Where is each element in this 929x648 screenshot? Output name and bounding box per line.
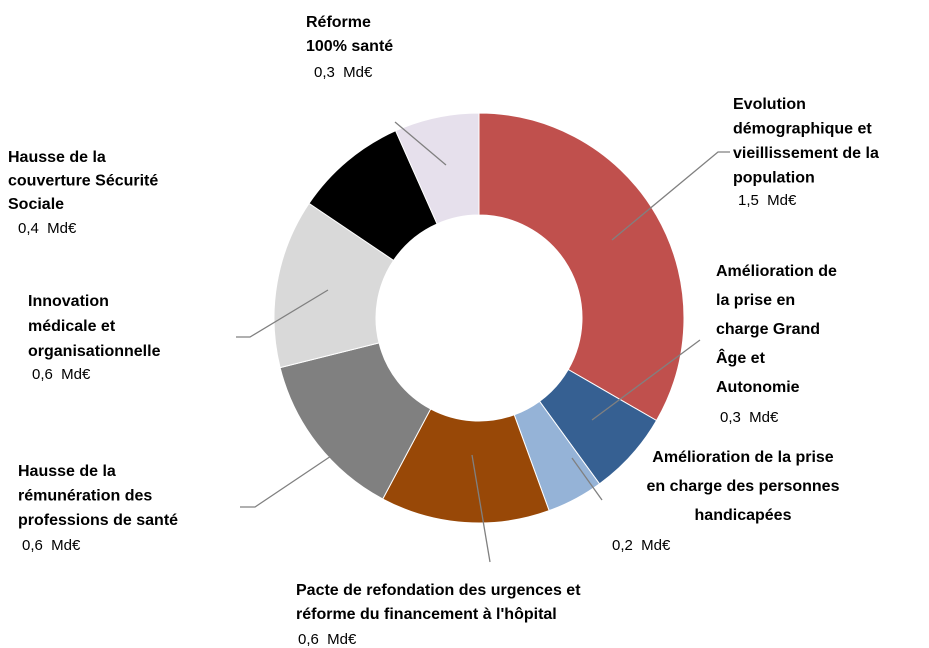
slice-label: Autonomie — [716, 379, 800, 396]
slice-label: Amélioration de — [716, 263, 837, 280]
slice-label: Pacte de refondation des urgences et — [296, 582, 581, 599]
slice-label: couverture Sécurité — [8, 173, 158, 190]
slice-label: 100% santé — [306, 38, 393, 55]
slice-label: charge Grand — [716, 321, 820, 338]
slice-label: professions de santé — [18, 512, 178, 529]
slice-label: Sociale — [8, 196, 64, 213]
slice-label: vieillissement de la — [733, 145, 879, 162]
slice-label: la prise en — [716, 292, 795, 309]
slice-label: Evolution — [733, 96, 806, 113]
leader-line — [591, 339, 701, 421]
value-label: 0,3 Md€ — [720, 409, 779, 426]
value-label: 0,6 Md€ — [22, 537, 81, 554]
slice-label: population — [733, 170, 815, 187]
slice-label: Réforme — [306, 14, 371, 31]
slice-label: réforme du financement à l'hôpital — [296, 606, 557, 623]
slice-label: Âge et — [716, 348, 766, 367]
slice-label: en charge des personnes — [647, 478, 840, 495]
slice-label: médicale et — [28, 318, 116, 335]
value-label: 0,4 Md€ — [18, 220, 77, 237]
value-label: 0,6 Md€ — [298, 631, 357, 648]
donut-slice — [478, 112, 685, 422]
slice-label: rémunération des — [18, 488, 152, 505]
leader-line — [471, 454, 491, 563]
leader-line — [240, 449, 341, 508]
slice-label: Innovation — [28, 293, 109, 310]
slice-label: Hausse de la — [8, 149, 106, 166]
value-label: 0,2 Md€ — [612, 537, 671, 554]
slice-label: Amélioration de la prise — [652, 449, 833, 466]
slice-label: démographique et — [733, 121, 872, 138]
leader-line — [571, 457, 603, 501]
value-label: 1,5 Md€ — [738, 192, 797, 209]
value-label: 0,3 Md€ — [314, 64, 373, 81]
value-label: 0,6 Md€ — [32, 366, 91, 383]
slice-label: handicapées — [695, 507, 792, 524]
leader-line — [394, 121, 447, 166]
slice-label: Hausse de la — [18, 463, 116, 480]
leader-lines — [236, 121, 730, 563]
leader-line — [611, 151, 730, 241]
leader-line — [236, 289, 329, 338]
slice-label: organisationnelle — [28, 343, 161, 360]
